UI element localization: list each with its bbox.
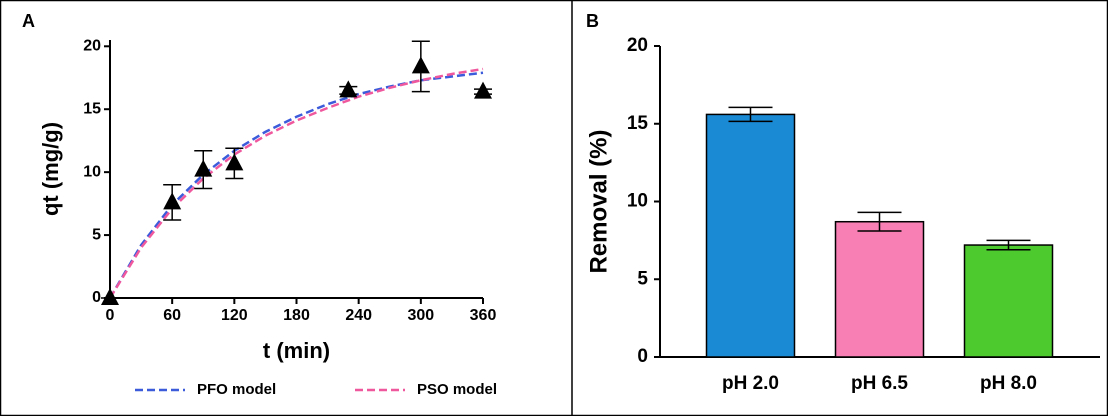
data-point bbox=[163, 192, 182, 210]
legend-label: PSO model bbox=[417, 381, 497, 398]
data-point bbox=[101, 288, 119, 305]
y-tick-label: 0 bbox=[637, 346, 648, 367]
bar bbox=[705, 113, 796, 358]
y-tick-label: 10 bbox=[83, 163, 101, 180]
x-tick-label: 120 bbox=[221, 307, 248, 324]
data-point bbox=[225, 153, 244, 171]
error-bar bbox=[986, 239, 1031, 251]
error-bar bbox=[728, 106, 773, 123]
data-point bbox=[474, 81, 492, 99]
panel-label: B bbox=[586, 11, 599, 31]
y-tick-label: 5 bbox=[92, 226, 101, 243]
x-tick-label: pH 2.0 bbox=[722, 373, 779, 394]
data-point bbox=[339, 80, 358, 98]
x-tick-label: 60 bbox=[163, 307, 181, 324]
data-point bbox=[194, 159, 213, 177]
x-tick-label: 360 bbox=[470, 307, 497, 324]
y-tick-label: 10 bbox=[627, 191, 648, 212]
data-point bbox=[411, 56, 430, 74]
y-tick-label: 15 bbox=[83, 100, 101, 117]
y-tick-label: 20 bbox=[627, 35, 648, 56]
bar bbox=[834, 220, 925, 358]
x-axis-title: t (min) bbox=[263, 338, 330, 363]
y-axis-title: Removal (%) bbox=[585, 129, 612, 273]
model-curve bbox=[108, 67, 484, 299]
panel-label: A bbox=[22, 11, 35, 31]
x-tick-label: 0 bbox=[106, 307, 115, 324]
legend-label: PFO model bbox=[197, 381, 276, 398]
y-tick-label: 5 bbox=[637, 268, 648, 289]
x-tick-label: pH 8.0 bbox=[980, 373, 1037, 394]
x-tick-label: 240 bbox=[345, 307, 372, 324]
bar bbox=[963, 244, 1054, 358]
x-tick-label: pH 6.5 bbox=[851, 373, 908, 394]
y-axis-title: qt (mg/g) bbox=[38, 122, 63, 216]
y-tick-label: 20 bbox=[83, 38, 101, 55]
x-tick-label: 180 bbox=[283, 307, 310, 324]
y-tick-label: 15 bbox=[627, 113, 649, 134]
x-tick-label: 300 bbox=[407, 307, 434, 324]
error-bar bbox=[857, 211, 902, 232]
y-tick-label: 0 bbox=[92, 289, 101, 306]
